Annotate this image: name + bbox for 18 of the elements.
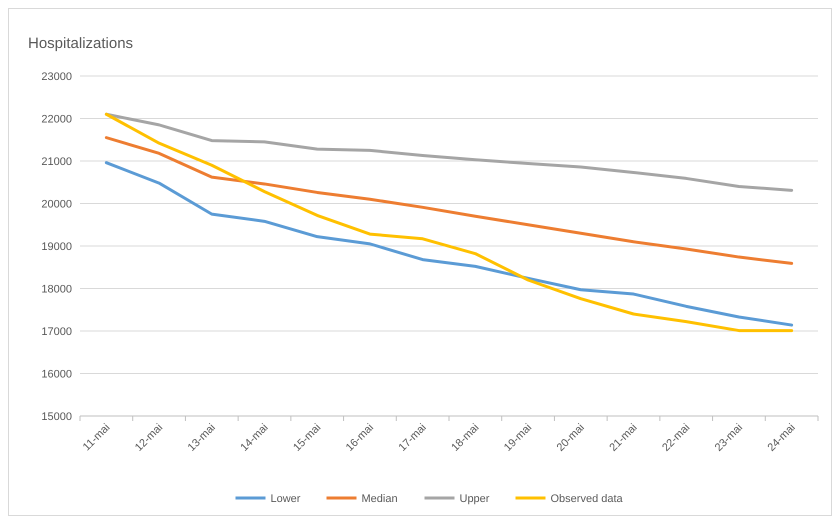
line-series xyxy=(104,112,794,192)
line-series xyxy=(104,161,794,327)
chart-title: Hospitalizations xyxy=(28,35,134,52)
y-tick-label: 18000 xyxy=(41,284,72,296)
legend-label: Upper xyxy=(460,493,490,505)
y-tick-label: 16000 xyxy=(41,368,72,380)
y-tick-label: 21000 xyxy=(41,156,72,168)
y-tick-label: 15000 xyxy=(41,411,72,423)
y-tick-label: 19000 xyxy=(41,241,72,253)
y-tick-label: 20000 xyxy=(41,198,72,210)
y-tick-label: 17000 xyxy=(41,326,72,338)
legend-label: Lower xyxy=(270,493,301,505)
legend-label: Median xyxy=(362,493,398,505)
y-tick-label: 23000 xyxy=(41,71,72,83)
line-series xyxy=(104,112,794,332)
legend-label: Observed data xyxy=(550,493,624,505)
y-tick-label: 22000 xyxy=(41,114,72,126)
line-series xyxy=(104,136,794,265)
